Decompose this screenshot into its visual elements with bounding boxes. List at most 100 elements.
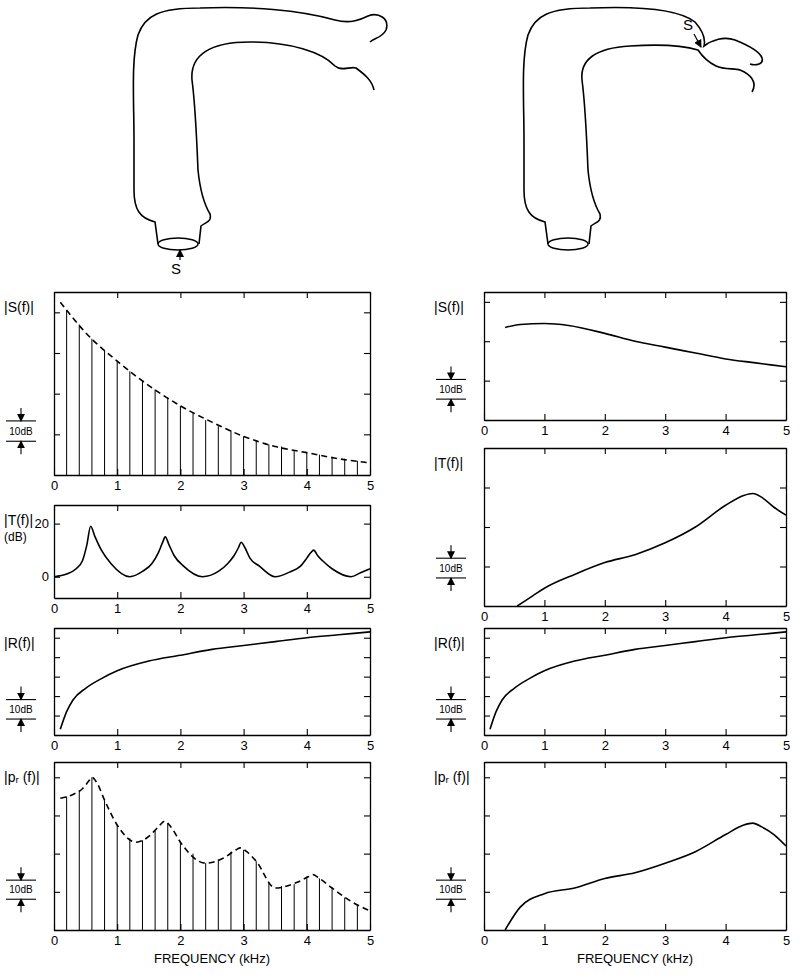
tick-mark	[605, 628, 606, 634]
tick-mark	[544, 292, 545, 298]
tick-label: 4	[304, 738, 311, 753]
harmonic-line	[218, 859, 219, 930]
axis	[54, 629, 60, 736]
tick-label: 1	[541, 609, 548, 624]
harmonic-line	[193, 412, 194, 475]
tick-mark	[54, 892, 60, 893]
axis	[485, 628, 787, 634]
tick-mark	[54, 353, 60, 354]
harmonic-line	[79, 325, 80, 475]
harmonic-line	[117, 361, 118, 475]
tick-label: 3	[662, 423, 669, 438]
tick-mark	[780, 892, 786, 893]
tick	[54, 475, 60, 476]
harmonic-line	[230, 852, 231, 930]
panel: 012345|R(f)|10dB	[434, 628, 790, 753]
panel: 012345|S(f)|10dB	[434, 292, 790, 438]
tick	[244, 505, 245, 511]
marks	[505, 823, 786, 930]
tick-mark	[364, 777, 370, 778]
tick-mark	[605, 924, 606, 930]
tick	[54, 815, 60, 816]
tick	[780, 420, 786, 421]
axis	[55, 292, 371, 298]
scale-bar-label: 10dB	[9, 704, 33, 715]
tick: 4	[304, 924, 311, 948]
tick	[605, 292, 606, 298]
marks	[60, 302, 370, 475]
tick-label: 0	[481, 738, 488, 753]
tick-mark	[54, 312, 60, 313]
axis	[364, 629, 371, 736]
scale-bar-arrow	[450, 719, 451, 732]
tick-label: 2	[602, 738, 609, 753]
axis-line	[786, 763, 787, 931]
x-axis-label: FREQUENCY (kHz)	[154, 951, 270, 966]
panel: 012345|pᵣ (f)|10dBFREQUENCY (kHz)	[434, 762, 790, 966]
tick-mark	[484, 638, 490, 639]
y-axis-label: |T(f)|	[434, 455, 463, 471]
axis-line	[55, 475, 371, 476]
tick-mark	[117, 762, 118, 768]
tick: 1	[114, 924, 121, 948]
tick	[544, 448, 545, 454]
scale-bar: 10dB	[6, 408, 36, 454]
tick-mark	[180, 729, 181, 735]
tick: 2	[177, 924, 184, 948]
axis	[780, 763, 787, 931]
scale-bar: 10dB	[436, 545, 466, 591]
tick	[484, 606, 490, 607]
harmonic-line	[117, 825, 118, 930]
tick-mark	[307, 592, 308, 598]
tick-label: 20	[35, 516, 49, 531]
tick	[54, 677, 60, 678]
tick: 3	[662, 924, 669, 948]
tick	[364, 638, 370, 639]
tick-label: 2	[177, 738, 184, 753]
x-axis-label: FREQUENCY (kHz)	[577, 951, 693, 966]
tick-label: 1	[114, 738, 121, 753]
axis-line	[54, 629, 55, 736]
marks	[60, 632, 370, 729]
tick: 4	[304, 469, 311, 493]
tick-mark	[780, 606, 786, 607]
tick	[484, 488, 490, 489]
axis	[55, 505, 371, 511]
axis-line	[786, 449, 787, 607]
tick-mark	[117, 592, 118, 598]
harmonic-line	[167, 398, 168, 475]
axis-line	[370, 763, 371, 931]
harmonic-line	[306, 877, 307, 930]
tick-mark	[364, 696, 370, 697]
tick-mark	[484, 657, 490, 658]
tick	[780, 638, 786, 639]
tick: 1	[114, 592, 121, 616]
axis	[485, 762, 787, 768]
axis	[364, 506, 371, 599]
tract-outline	[133, 8, 386, 245]
tick-mark	[117, 292, 118, 298]
axis	[485, 448, 787, 454]
tick	[484, 930, 490, 931]
tick-mark	[244, 592, 245, 598]
tick	[364, 475, 370, 476]
tick-mark	[544, 414, 545, 420]
harmonic-line	[129, 838, 130, 930]
marks	[490, 632, 786, 729]
axis	[54, 763, 60, 931]
tick-mark	[726, 414, 727, 420]
scale-bar-arrow	[450, 399, 451, 412]
axis: 012345	[51, 729, 374, 753]
tick-mark	[244, 628, 245, 634]
tick-mark	[54, 696, 60, 697]
tick-mark	[180, 505, 181, 511]
harmonic-line	[205, 863, 206, 930]
tick	[665, 448, 666, 454]
scale-bar-arrow	[20, 719, 21, 732]
tick-label: 0	[51, 478, 58, 493]
tick-label: 2	[177, 478, 184, 493]
tick-label: 0	[51, 738, 58, 753]
spectrum-line	[490, 632, 786, 729]
tick-mark	[54, 735, 60, 736]
tick-mark	[484, 735, 490, 736]
